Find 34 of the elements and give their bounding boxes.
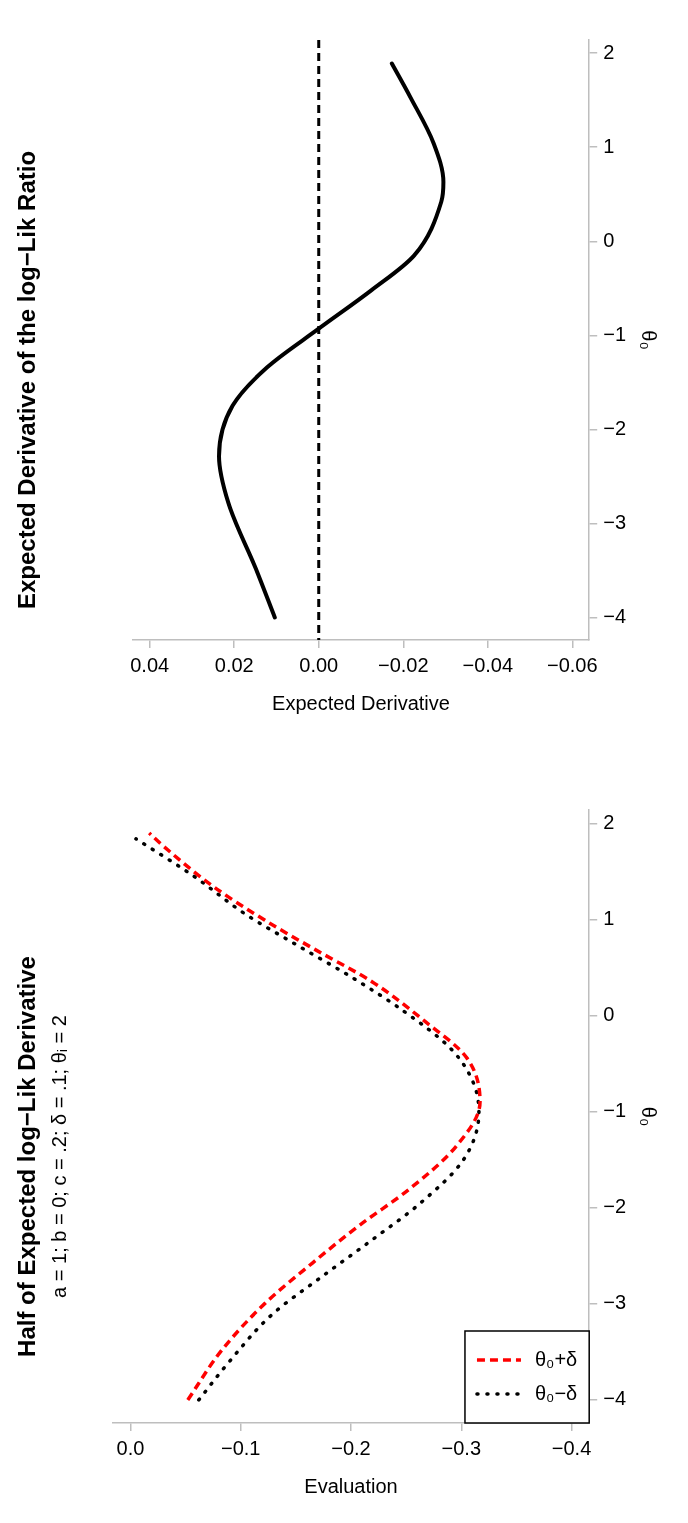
x-axis-title: Expected Derivative: [272, 691, 450, 714]
y-tick-label: 0: [603, 228, 615, 251]
y-axis-title: θ₀: [638, 330, 661, 350]
y-tick-label: −4: [603, 604, 627, 627]
x-tick-label: −0.4: [551, 1436, 592, 1459]
y-tick-label: −4: [603, 1387, 627, 1410]
legend-label: θ₀+δ: [534, 1347, 578, 1370]
y-tick-label: −3: [603, 1291, 627, 1314]
y-axis-title: θ₀: [638, 1106, 661, 1127]
x-axis-title: Evaluation: [304, 1474, 398, 1497]
y-tick-label: 1: [603, 134, 615, 157]
x-tick-label: −0.02: [377, 653, 429, 676]
y-tick-label: 2: [603, 40, 615, 63]
x-tick-label: 0.02: [214, 653, 254, 676]
y-tick-label: −2: [603, 416, 627, 439]
y-tick-label: 1: [603, 907, 615, 930]
y-tick-label: −1: [603, 1099, 627, 1122]
x-tick-label: −0.1: [220, 1436, 261, 1459]
y-tick-label: 0: [603, 1003, 615, 1026]
y-tick-label: −3: [603, 510, 627, 533]
x-tick-label: −0.2: [331, 1436, 371, 1459]
text: Half of Expected log−Lik Derivative: [13, 956, 41, 1357]
y-tick-label: −1: [603, 322, 627, 345]
y-tick-label: 2: [603, 810, 615, 833]
x-tick-label: −0.3: [441, 1436, 482, 1459]
y-tick-label: −2: [603, 1195, 627, 1218]
legend-label: θ₀−δ: [534, 1381, 578, 1404]
x-tick-label: −0.04: [462, 653, 514, 676]
text: Expected Derivative of the log−Lik Ratio: [13, 150, 41, 610]
x-tick-label: 0.00: [299, 653, 339, 676]
text: a = 1; b = 0; c = .2; δ = .1; θᵢ = 2: [48, 1015, 71, 1298]
x-tick-label: 0.0: [116, 1436, 145, 1459]
x-tick-label: −0.06: [546, 653, 598, 676]
x-tick-label: 0.04: [130, 653, 170, 676]
